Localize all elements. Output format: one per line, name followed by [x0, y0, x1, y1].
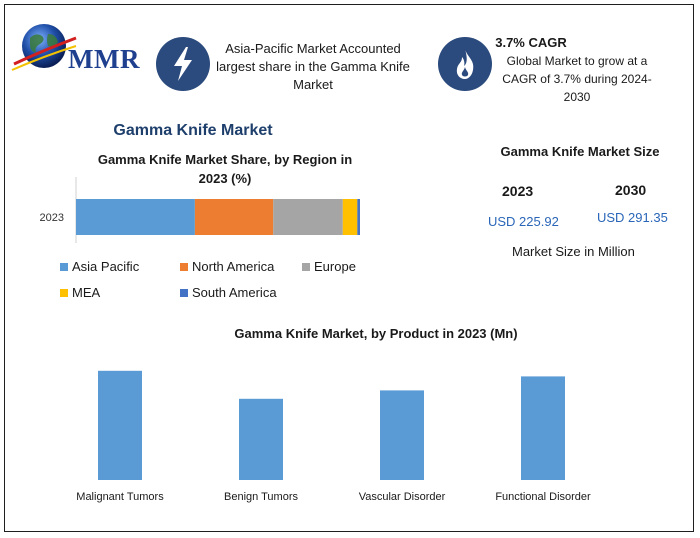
cagr-line-1: Global Market to grow at a — [506, 54, 648, 68]
region-bar-north-america — [194, 199, 274, 235]
region-bars — [76, 199, 360, 235]
region-title-line-2: 2023 (%) — [198, 171, 252, 186]
legend-swatch-europe — [302, 262, 310, 271]
product-bar-functional-disorder — [521, 376, 565, 480]
legend-swatch-asia-pacific — [60, 262, 68, 271]
region-share-chart: 2023 — [40, 177, 360, 243]
market-size-value-2030: USD 291.35 — [597, 210, 668, 225]
product-bar-benign-tumors — [239, 398, 283, 480]
legend-swatch-north-america — [180, 262, 188, 271]
product-bar-malignant-tumors — [98, 370, 142, 480]
cagr-line-3: 2030 — [563, 90, 591, 104]
region-bar-asia-pacific — [76, 199, 195, 235]
product-label-vascular-disorder: Vascular Disorder — [359, 491, 446, 503]
legend-south-america: South America — [180, 285, 277, 300]
legend-mea: MEA — [60, 285, 100, 300]
globe-icon — [11, 24, 77, 71]
legend-swatch-south-america — [180, 288, 188, 297]
legend-label-mea: MEA — [72, 285, 101, 300]
region-title-line-1: Gamma Knife Market Share, by Region in — [97, 152, 353, 167]
market-size-value-2023: USD 225.92 — [488, 214, 559, 229]
legend-europe: Europe — [302, 259, 356, 274]
logo-text: MMR — [68, 44, 140, 74]
cagr-line-2: CAGR of 3.7% during 2024- — [502, 72, 652, 86]
market-size-title: Gamma Knife Market Size — [500, 144, 660, 159]
region-bar-south-america — [357, 199, 360, 235]
legend-north-america: North America — [180, 259, 274, 274]
product-bars — [98, 370, 565, 480]
info1-line-1: Asia-Pacific Market Accounted — [225, 41, 401, 56]
main-title: Gamma Knife Market — [113, 122, 273, 139]
product-bar-vascular-disorder — [380, 390, 424, 480]
region-bar-mea — [342, 199, 358, 235]
flame-icon — [438, 37, 492, 91]
product-label-benign-tumors: Benign Tumors — [224, 491, 298, 503]
legend-label-north-america: North America — [192, 259, 275, 274]
info1-line-2: largest share in the Gamma Knife — [216, 59, 410, 74]
market-size-year-2023: 2023 — [502, 183, 534, 199]
infographic-frame — [4, 4, 694, 532]
legend-label-south-america: South America — [192, 285, 277, 300]
lightning-icon — [156, 37, 210, 91]
region-bar-europe — [273, 199, 343, 235]
info1-line-3: Market — [293, 77, 333, 92]
product-bar-chart: Malignant Tumors Benign Tumors Vascular Di… — [76, 370, 591, 503]
product-label-malignant-tumors: Malignant Tumors — [76, 491, 164, 503]
market-size-year-2030: 2030 — [615, 182, 647, 198]
asia-pacific-info: Asia-Pacific Market Accounted largest sh… — [208, 40, 418, 94]
legend-asia-pacific: Asia Pacific — [60, 259, 139, 274]
region-chart-title: Gamma Knife Market Share, by Region in 2… — [80, 150, 370, 188]
product-labels: Malignant Tumors Benign Tumors Vascular Di… — [76, 491, 591, 503]
region-category-label: 2023 — [40, 212, 64, 224]
legend-label-europe: Europe — [314, 259, 356, 274]
cagr-title: 3.7% CAGR — [495, 35, 567, 50]
product-label-functional-disorder: Functional Disorder — [495, 491, 591, 503]
legend-label-asia-pacific: Asia Pacific — [72, 259, 140, 274]
cagr-description: Global Market to grow at a CAGR of 3.7% … — [500, 52, 654, 106]
product-chart-title: Gamma Knife Market, by Product in 2023 (… — [234, 326, 518, 341]
market-size-note: Market Size in Million — [512, 244, 635, 259]
legend-swatch-mea — [60, 288, 68, 297]
